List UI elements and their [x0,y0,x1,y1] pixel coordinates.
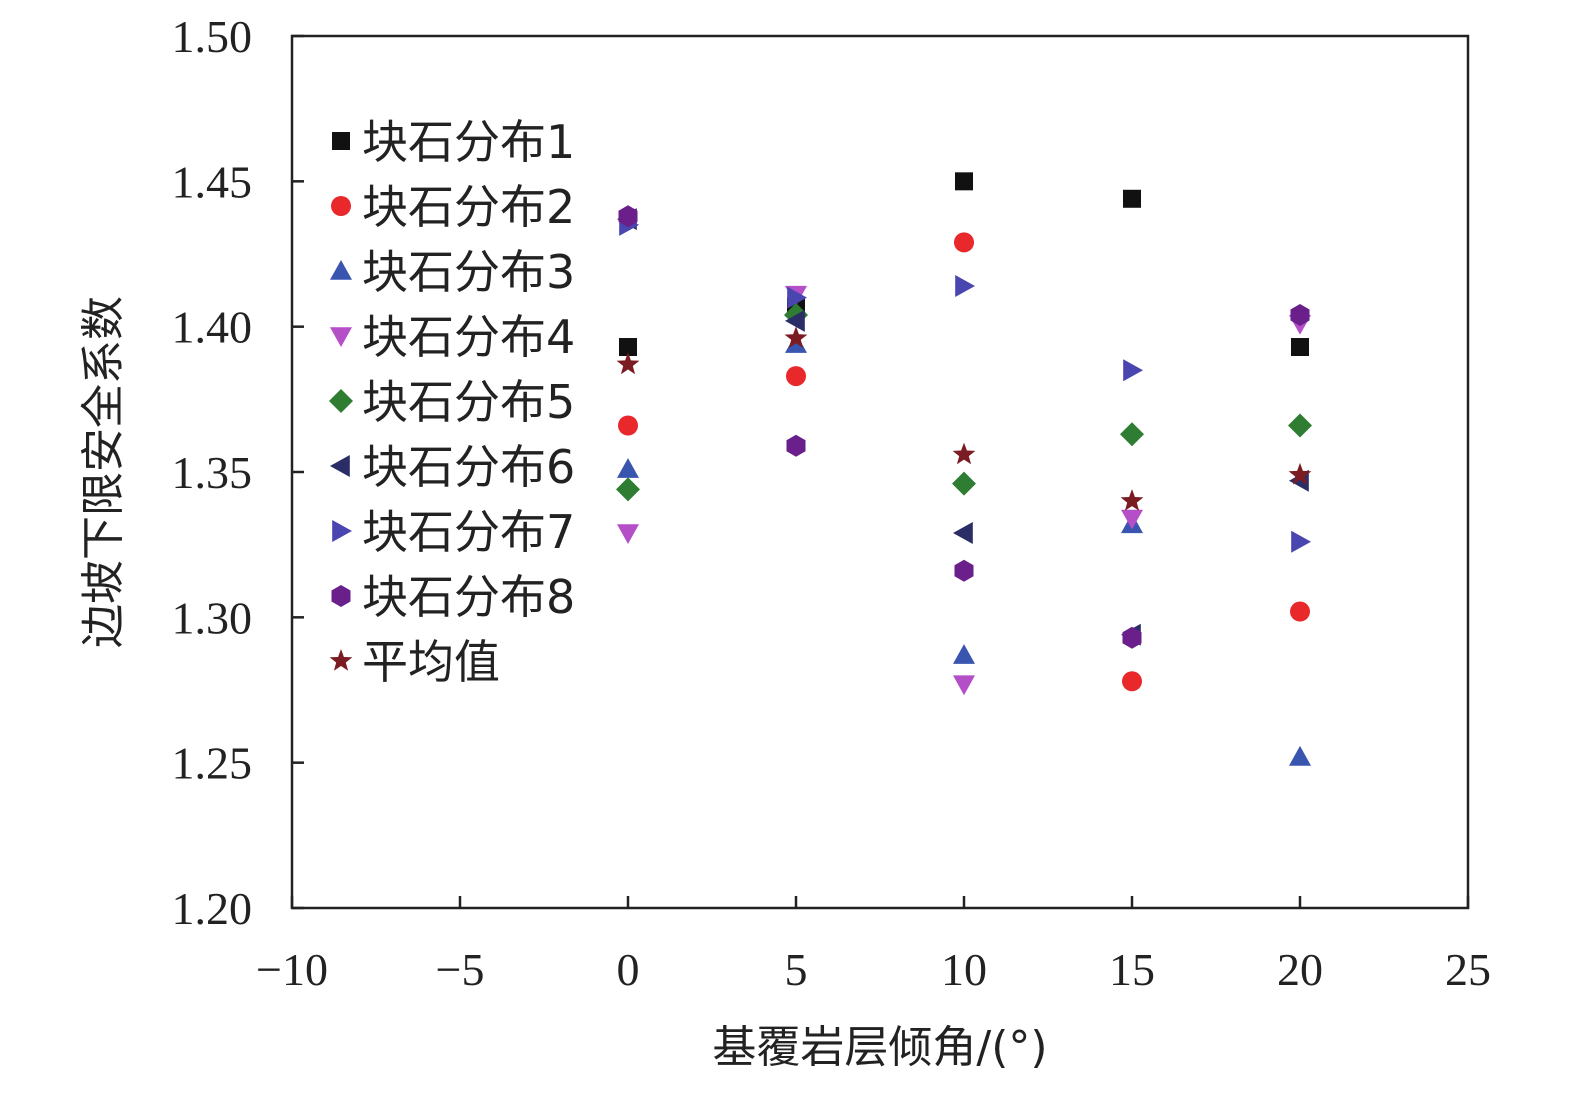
legend-label: 块石分布5 [362,375,575,429]
data-point-series-8 [1122,626,1142,649]
data-point-series-4 [1121,509,1143,530]
data-point-series-7 [1123,359,1143,382]
data-point-series-5 [1120,422,1144,447]
y-tick-label: 1.25 [172,738,253,789]
data-point-series-5 [952,471,976,496]
legend-label: 块石分布4 [362,310,575,364]
data-point-series-9 [952,442,976,465]
x-axis: −10 −5 0 5 10 15 20 25 [256,896,1491,995]
data-point-series-1 [1291,338,1309,357]
x-tick-label: 20 [1277,944,1323,995]
legend-marker [331,585,351,607]
legend-marker [330,455,350,477]
data-point-series-8 [954,559,974,582]
legend-marker [330,260,352,280]
legend-item: 块石分布7 [332,505,575,559]
legend-item: 块石分布3 [330,245,575,299]
legend-item: 块石分布4 [330,310,575,364]
legend-item: 平均值 [329,635,500,689]
data-point-series-8 [786,434,806,457]
legend-label: 块石分布2 [362,180,575,234]
x-tick-label: 10 [941,944,987,995]
data-point-series-5 [616,477,640,502]
legend-label: 块石分布6 [362,440,575,494]
x-axis-title: 基覆岩层倾角/(°) [712,1022,1047,1073]
legend-label: 平均值 [362,635,500,689]
data-point-series-9 [1288,462,1312,485]
legend-label: 块石分布8 [362,570,575,624]
x-tick-label: −10 [256,944,328,995]
data-point-series-5 [1288,413,1312,438]
data-point-series-8 [1290,304,1310,326]
legend-item: 块石分布5 [329,375,575,429]
data-point-series-7 [1291,530,1311,553]
legend-item: 块石分布1 [332,115,575,169]
x-tick-label: 25 [1445,944,1491,995]
legend-label: 块石分布1 [362,115,575,169]
data-point-series-1 [1123,189,1141,208]
data-point-series-2 [954,232,974,253]
legend-label: 块石分布7 [362,505,575,559]
legend-marker [332,132,350,150]
legend-marker [331,196,351,216]
y-tick-label: 1.30 [172,592,253,643]
legend-marker [332,520,352,542]
data-point-series-4 [617,524,639,544]
legend-marker [329,649,353,671]
data-point-series-2 [1290,601,1310,622]
y-tick-label: 1.40 [172,302,253,353]
y-axis-title: 边坡下限安全系数 [78,296,129,648]
data-point-series-3 [617,458,639,478]
data-point-series-3 [953,644,975,664]
x-tick-label: 15 [1109,944,1155,995]
data-point-series-9 [1120,489,1144,511]
data-point-series-2 [618,415,638,436]
legend-item: 块石分布6 [330,440,575,494]
legend-marker [329,389,353,413]
data-point-series-2 [1122,671,1142,692]
data-point-series-6 [953,522,973,544]
data-point-series-4 [953,675,975,696]
y-tick-label: 1.50 [172,11,253,62]
y-tick-label: 1.45 [172,156,253,207]
data-point-series-6 [785,309,805,332]
y-tick-label: 1.35 [172,447,253,498]
legend-marker [330,327,352,347]
legend: 块石分布1 块石分布2 块石分布3 块石分布4 块石分布5 块石分布6 块石分布7 块石分布8… [329,115,575,689]
legend-item: 块石分布8 [331,570,575,624]
x-tick-label: −5 [436,944,485,995]
data-point-series-7 [787,286,807,309]
legend-label: 块石分布3 [362,245,575,299]
data-point-series-9 [784,326,808,348]
data-points [616,172,1312,766]
data-point-series-1 [619,338,637,357]
data-point-series-8 [618,205,638,228]
data-point-series-1 [955,172,973,191]
data-point-series-7 [955,275,975,297]
legend-item: 块石分布2 [331,180,575,234]
x-tick-label: 0 [617,944,640,995]
x-tick-label: 5 [785,944,808,995]
y-axis: 1.20 1.25 1.30 1.35 1.40 1.45 1.50 [172,11,304,934]
y-tick-label: 1.20 [172,883,253,934]
data-point-series-3 [1289,745,1311,766]
data-point-series-2 [786,366,806,387]
data-point-series-9 [616,352,640,375]
